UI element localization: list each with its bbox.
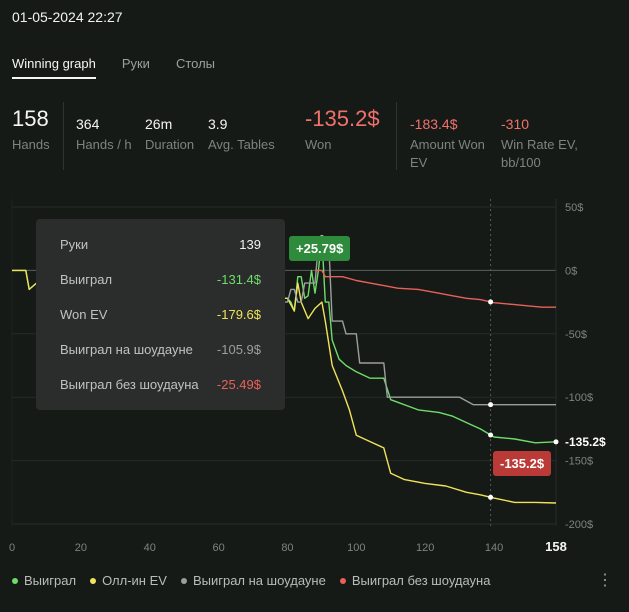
stat-amount-won-ev-label: Amount Won EV: [410, 137, 485, 170]
final-badge: -135.2$: [493, 451, 552, 476]
stat-hands: 158 Hands: [12, 100, 50, 154]
stat-hands-per-hour-label: Hands / h: [76, 137, 132, 152]
stat-won-label: Won: [305, 137, 332, 152]
y-tick-label: -200$: [565, 519, 593, 531]
legend-dot: [12, 577, 18, 584]
legend-item-non-showdown[interactable]: Выиграл без шоудауна: [339, 573, 491, 588]
x-tick-label: 0: [9, 542, 15, 554]
final-point: [553, 439, 559, 445]
winning-graph-chart[interactable]: 50$ 0$ -50$ -100$ -150$ -200$ 0 20 40 60 80 100 120 1…: [0, 190, 629, 565]
x-tick-label: 20: [75, 542, 87, 554]
end-value-label: -135.2$: [565, 435, 606, 449]
stat-avg-tables: 3.9 Avg. Tables: [208, 100, 275, 154]
x-tick-label: 158: [545, 539, 567, 554]
x-tick-label: 140: [485, 542, 503, 554]
stat-avg-tables-label: Avg. Tables: [208, 137, 275, 152]
stat-amount-won-ev-value: -183.4$: [410, 116, 458, 132]
legend-item-showdown[interactable]: Выиграл на шоудауне: [180, 573, 326, 588]
x-tick-label: 120: [416, 542, 434, 554]
y-tick-label: 0$: [565, 265, 577, 277]
series-line: [284, 244, 556, 406]
tab-tables[interactable]: Столы: [175, 56, 216, 71]
y-tick-label: 50$: [565, 202, 583, 214]
stats-divider: [63, 102, 64, 170]
tooltip-label: Выиграл: [60, 272, 113, 287]
y-tick-label: -150$: [565, 456, 593, 468]
tooltip-label: Выиграл без шоудауна: [60, 377, 199, 392]
stat-amount-won-ev: -183.4$ Amount Won EV: [410, 100, 495, 172]
tooltip-row-non-showdown: Выиграл без шоудауна -25.49$: [60, 377, 261, 392]
stat-hands-value: 158: [12, 106, 49, 131]
legend-label: Выиграл на шоудауне: [192, 573, 326, 588]
stat-hands-per-hour: 364 Hands / h: [76, 100, 132, 154]
stat-hands-label: Hands: [12, 137, 50, 152]
x-tick-label: 80: [281, 542, 293, 554]
series-line: [315, 269, 556, 308]
y-tick-label: -100$: [565, 392, 593, 404]
legend-label: Олл-ин EV: [102, 573, 167, 588]
stat-hands-per-hour-value: 364: [76, 116, 100, 132]
hover-point: [488, 432, 494, 438]
y-tick-label: -50$: [565, 329, 587, 341]
chart-legend: Выиграл Олл-ин EV Выиграл на шоудауне Вы…: [12, 573, 490, 588]
tab-bar: Winning graph Руки Столы: [12, 56, 215, 79]
hover-point: [488, 299, 494, 305]
tooltip-label: Руки: [60, 237, 89, 252]
tooltip-value: -131.4$: [216, 272, 261, 287]
more-options-icon[interactable]: ⋮: [597, 572, 613, 589]
legend-dot: [339, 577, 346, 584]
peak-badge: +25.79$: [289, 236, 351, 261]
tooltip-row-won-ev: Won EV -179.6$: [60, 307, 261, 322]
stat-win-rate-ev: -310 Win Rate EV, bb/100: [501, 100, 591, 172]
tooltip-label: Won EV: [60, 307, 108, 322]
stat-won: -135.2$ Won: [305, 100, 380, 154]
legend-item-allin-ev[interactable]: Олл-ин EV: [90, 573, 167, 588]
tab-winning-graph[interactable]: Winning graph: [12, 56, 96, 79]
tooltip-label: Выиграл на шоудауне: [60, 342, 193, 357]
stat-duration-label: Duration: [145, 137, 195, 152]
stats-bar: 158 Hands 364 Hands / h 26m Duration 3.9…: [0, 100, 629, 170]
x-tick-label: 60: [212, 542, 224, 554]
stats-divider: [396, 102, 397, 170]
stat-win-rate-ev-label: Win Rate EV, bb/100: [501, 137, 578, 170]
chart-tooltip: Руки 139 Выиграл -131.4$ Won EV -179.6$ …: [36, 219, 285, 410]
tooltip-row-hands: Руки 139: [60, 237, 261, 252]
legend-item-won[interactable]: Выиграл: [12, 573, 76, 588]
stat-duration: 26m Duration: [145, 100, 194, 154]
stat-avg-tables-value: 3.9: [208, 116, 228, 132]
legend-label: Выиграл без шоудауна: [351, 573, 491, 588]
hover-point: [488, 402, 494, 408]
x-tick-label: 100: [347, 542, 365, 554]
stat-duration-value: 26m: [145, 116, 173, 132]
x-tick-label: 40: [144, 542, 156, 554]
tooltip-value: -25.49$: [216, 377, 261, 392]
tab-hands[interactable]: Руки: [121, 56, 150, 71]
legend-dot: [90, 577, 97, 584]
session-date: 01-05-2024 22:27: [12, 9, 123, 25]
tooltip-value: 139: [239, 237, 261, 252]
tooltip-row-won: Выиграл -131.4$: [60, 272, 261, 287]
legend-label: Выиграл: [24, 573, 77, 588]
stat-win-rate-ev-value: -310: [501, 116, 530, 132]
hover-point: [488, 494, 494, 500]
legend-dot: [180, 577, 187, 584]
tooltip-row-showdown: Выиграл на шоудауне -105.9$: [60, 342, 261, 357]
tooltip-value: -105.9$: [216, 342, 261, 357]
tooltip-value: -179.6$: [216, 307, 261, 322]
stat-won-value: -135.2$: [305, 106, 380, 131]
